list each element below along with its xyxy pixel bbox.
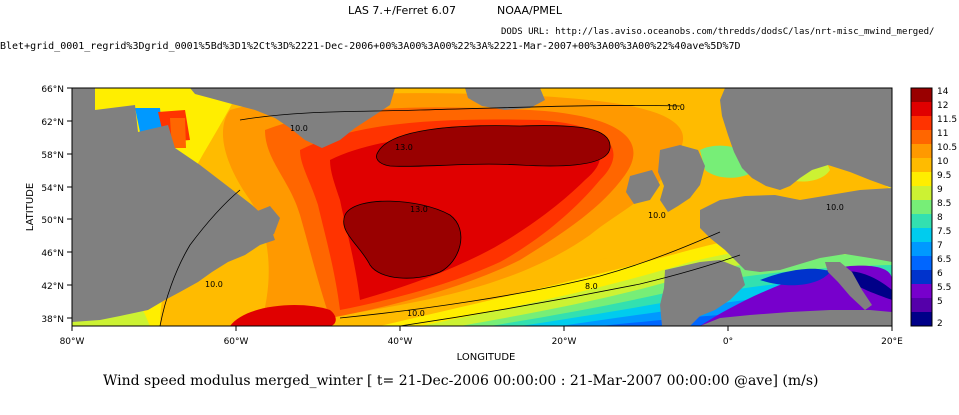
colorbar-swatch	[911, 312, 932, 327]
contour-label: 10.0	[826, 203, 844, 212]
lon-axis: 80°W 60°W 40°W 20°W 0° 20°E	[60, 326, 903, 347]
colorbar-swatch	[911, 200, 932, 215]
colorbar-swatch	[911, 158, 932, 173]
las-version: LAS 7.+/Ferret 6.07	[348, 4, 456, 17]
lon-tick: 0°	[723, 326, 733, 347]
colorbar-swatch	[911, 270, 932, 285]
lat-tick-label: 50°N	[41, 216, 64, 226]
lon-tick-label: 60°W	[224, 337, 249, 347]
lat-tick: 54°N	[41, 184, 72, 194]
contour-lines	[159, 105, 741, 326]
lat-tick-label: 38°N	[41, 315, 64, 325]
contour-label: 10.0	[648, 211, 666, 220]
colorbar-label: 2	[937, 319, 943, 329]
colorbar-label: 8	[937, 213, 943, 223]
colorbar-frame	[910, 87, 933, 327]
contour-label: 10.0	[667, 103, 685, 112]
lat-tick: 66°N	[41, 85, 72, 95]
colorbar-label: 11.5	[937, 115, 957, 125]
lon-tick-label: 20°E	[881, 337, 903, 347]
map-field	[72, 88, 892, 326]
colorbar-swatch	[911, 298, 932, 313]
lon-tick: 40°W	[388, 326, 413, 347]
lat-tick-label: 66°N	[41, 85, 64, 95]
contour-label: 13.0	[410, 205, 428, 214]
colorbar-swatch	[911, 186, 932, 201]
colorbar-label: 14	[937, 87, 949, 97]
colorbar-label: 8.5	[937, 199, 951, 209]
colorbar-label: 9	[937, 185, 943, 195]
contour-label: 10.0	[290, 124, 308, 133]
map-frame	[71, 87, 893, 327]
colorbar: 14 12 11.5 11 10.5 10 9.5 9 8.5 8 7.5 7 …	[910, 87, 957, 329]
lon-tick-label: 80°W	[60, 337, 85, 347]
lat-tick-label: 58°N	[41, 151, 64, 161]
colorbar-label: 11	[937, 129, 948, 139]
lat-tick: 38°N	[41, 315, 72, 325]
lon-tick-label: 20°W	[552, 337, 577, 347]
colorbar-swatches	[911, 88, 932, 327]
lat-tick: 58°N	[41, 151, 72, 161]
dods-url: DODS URL: http://las.aviso.oceanobs.com/…	[501, 27, 935, 37]
colorbar-swatch	[911, 172, 932, 187]
colorbar-swatch	[911, 284, 932, 299]
colorbar-labels: 14 12 11.5 11 10.5 10 9.5 9 8.5 8 7.5 7 …	[937, 87, 957, 329]
colorbar-swatch	[911, 256, 932, 271]
lat-tick-label: 54°N	[41, 184, 64, 194]
lat-tick-label: 46°N	[41, 249, 64, 259]
contour-label: 10.0	[205, 280, 223, 289]
figure-caption: Wind speed modulus merged_winter [ t= 21…	[103, 373, 819, 389]
colorbar-swatch	[911, 116, 932, 131]
colorbar-swatch	[911, 88, 932, 103]
colorbar-label: 7.5	[937, 227, 951, 237]
colorbar-label: 12	[937, 101, 948, 111]
colorbar-swatch	[911, 102, 932, 117]
contour-label: 10.0	[407, 309, 425, 318]
contour-label: 13.0	[395, 143, 413, 152]
org-label: NOAA/PMEL	[497, 4, 562, 17]
query-string: Blet+grid_0001_regrid%3Dgrid_0001%5Bd%3D…	[0, 41, 741, 52]
contour-label: 8.0	[585, 282, 598, 291]
lat-tick-label: 62°N	[41, 118, 64, 128]
lon-tick: 20°W	[552, 326, 577, 347]
colorbar-label: 10.5	[937, 143, 957, 153]
colorbar-swatch	[911, 242, 932, 257]
colorbar-swatch	[911, 228, 932, 243]
colorbar-label: 5.5	[937, 283, 951, 293]
colorbar-label: 7	[937, 241, 943, 251]
lon-tick-label: 0°	[723, 337, 733, 347]
colorbar-swatch	[911, 144, 932, 159]
lat-tick: 46°N	[41, 249, 72, 259]
lat-tick: 62°N	[41, 118, 72, 128]
colorbar-label: 5	[937, 297, 943, 307]
land-masses	[72, 88, 892, 326]
colorbar-label: 9.5	[937, 171, 951, 181]
colorbar-swatch	[911, 130, 932, 145]
contour-label-group: 10.0 10.0 10.0 10.0 10.0 10.0 8.0 13.0 1…	[205, 103, 844, 318]
lat-tick: 50°N	[41, 216, 72, 226]
lon-tick: 60°W	[224, 326, 249, 347]
colorbar-swatch	[911, 214, 932, 229]
lat-tick-label: 42°N	[41, 282, 64, 292]
colorbar-label: 6	[937, 269, 943, 279]
x-axis-label: LONGITUDE	[457, 352, 516, 363]
lon-tick: 20°E	[881, 326, 903, 347]
y-axis-label: LATITUDE	[25, 183, 36, 231]
lon-tick: 80°W	[60, 326, 85, 347]
colorbar-label: 10	[937, 157, 949, 167]
lon-tick-label: 40°W	[388, 337, 413, 347]
lat-axis: 66°N 62°N 58°N 54°N 50°N 46°N 42°N 38°N	[41, 85, 72, 325]
lat-tick: 42°N	[41, 282, 72, 292]
colorbar-label: 6.5	[937, 255, 951, 265]
